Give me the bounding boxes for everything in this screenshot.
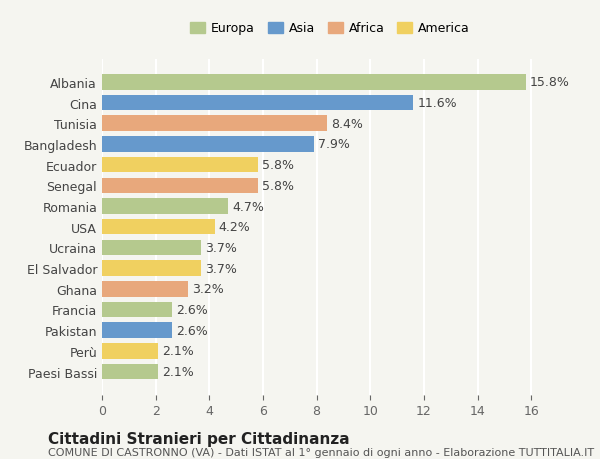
Text: 11.6%: 11.6% (417, 97, 457, 110)
Bar (102, 281, 188, 297)
Text: 5.8%: 5.8% (262, 179, 293, 192)
Bar (102, 157, 257, 173)
Text: 3.7%: 3.7% (205, 241, 237, 254)
Text: 8.4%: 8.4% (331, 118, 363, 130)
Text: 4.2%: 4.2% (218, 221, 250, 234)
Text: 3.2%: 3.2% (192, 283, 224, 296)
Bar (102, 302, 172, 318)
Bar (102, 323, 172, 338)
Text: 2.1%: 2.1% (163, 365, 194, 378)
Bar (102, 199, 228, 214)
Text: 2.6%: 2.6% (176, 303, 208, 316)
Text: 7.9%: 7.9% (318, 138, 350, 151)
Text: 4.7%: 4.7% (232, 200, 264, 213)
Bar (102, 219, 215, 235)
Bar (102, 261, 201, 276)
Bar (102, 95, 413, 111)
Text: 2.1%: 2.1% (163, 345, 194, 358)
Text: COMUNE DI CASTRONNO (VA) - Dati ISTAT al 1° gennaio di ogni anno - Elaborazione : COMUNE DI CASTRONNO (VA) - Dati ISTAT al… (48, 448, 594, 458)
Legend: Europa, Asia, Africa, America: Europa, Asia, Africa, America (190, 22, 470, 35)
Text: 5.8%: 5.8% (262, 159, 293, 172)
Bar (102, 116, 328, 132)
Text: 3.7%: 3.7% (205, 262, 237, 275)
Bar (102, 137, 314, 152)
Text: Cittadini Stranieri per Cittadinanza: Cittadini Stranieri per Cittadinanza (48, 431, 350, 447)
Bar (102, 343, 158, 359)
Text: 2.6%: 2.6% (176, 324, 208, 337)
Bar (102, 240, 201, 256)
Bar (102, 178, 257, 194)
Text: 15.8%: 15.8% (530, 76, 570, 89)
Bar (102, 364, 158, 380)
Bar (102, 75, 526, 90)
